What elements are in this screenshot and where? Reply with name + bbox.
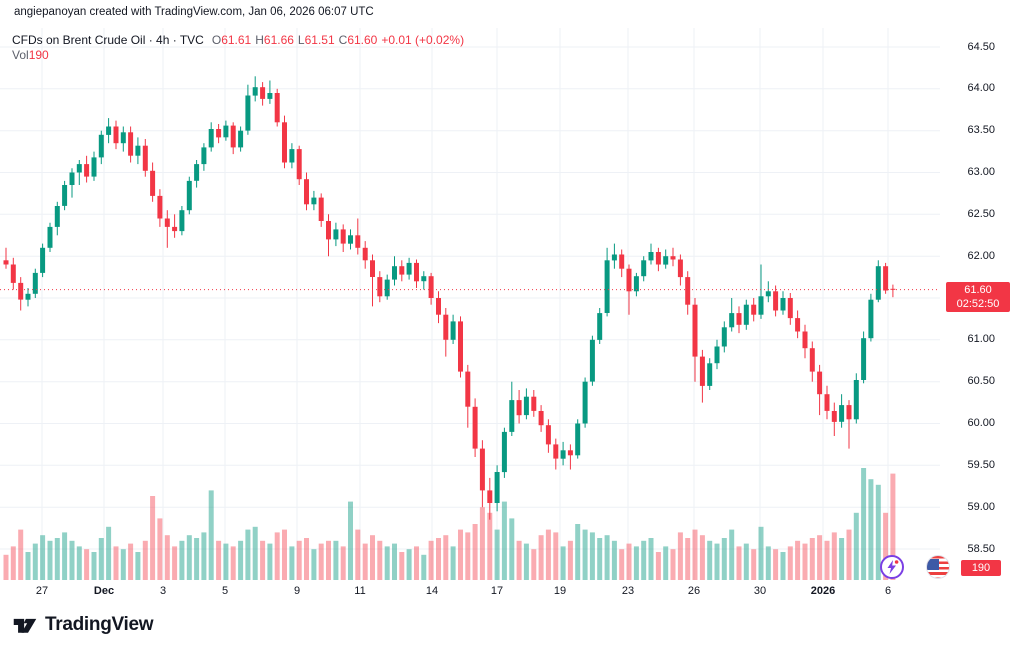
flash-ideas-button[interactable] — [880, 555, 904, 579]
time-tick-label: 30 — [753, 585, 767, 597]
chart-legend: CFDs on Brent Crude Oil · 4h · TVC O61.61… — [12, 33, 468, 63]
high-label: H — [255, 33, 264, 47]
price-tick-label: 58.50 — [967, 542, 995, 555]
price-tick-label: 60.00 — [967, 417, 995, 429]
change-value: +0.01 (+0.02%) — [381, 33, 465, 47]
time-tick-label: 19 — [553, 585, 567, 597]
volume-row: Vol190 — [12, 48, 468, 63]
price-tick-label: 59.50 — [967, 458, 995, 471]
last-price-value: 61.60 — [964, 283, 992, 296]
time-tick-label: 2026 — [810, 585, 836, 597]
time-tick-label: 26 — [687, 585, 701, 597]
us-flag-icon[interactable] — [926, 555, 950, 579]
time-tick-label: 23 — [621, 585, 635, 597]
time-tick-label: 27 — [35, 585, 49, 597]
time-tick-label: 9 — [293, 585, 301, 597]
close-value: 61.60 — [347, 33, 378, 47]
lightning-bolt-icon — [887, 560, 899, 574]
volume-label[interactable]: Vol — [12, 48, 29, 62]
low-label: L — [297, 33, 305, 47]
price-tick-label: 64.00 — [967, 82, 995, 95]
bar-countdown: 02:52:50 — [956, 297, 1000, 310]
price-tick-label: 63.00 — [967, 166, 995, 178]
close-label: C — [338, 33, 348, 47]
price-tick-label: 62.50 — [967, 207, 995, 220]
price-tick-label: 59.00 — [967, 500, 995, 513]
tradingview-logo-text: TradingView — [45, 614, 154, 635]
time-tick-label: 14 — [425, 585, 439, 597]
volume-axis-badge: 190 — [961, 560, 1001, 576]
low-value: 61.51 — [304, 33, 335, 47]
symbol-row: CFDs on Brent Crude Oil · 4h · TVC O61.61… — [12, 33, 468, 48]
attribution-text: angiepanoyan created with TradingView.co… — [14, 6, 374, 18]
time-tick-label: Dec — [93, 585, 115, 597]
time-tick-label: 6 — [884, 585, 892, 597]
price-tick-label: 62.00 — [967, 249, 995, 262]
tradingview-logo-mark — [13, 618, 37, 633]
open-label: O — [211, 33, 222, 47]
time-tick-label: 17 — [490, 585, 504, 597]
price-tick-label: 61.00 — [967, 333, 995, 346]
price-tick-label: 60.50 — [967, 375, 995, 388]
volume-value: 190 — [28, 48, 49, 62]
time-tick-label: 3 — [159, 585, 167, 597]
symbol-title[interactable]: CFDs on Brent Crude Oil · 4h · TVC — [12, 33, 204, 47]
last-price-badge: 61.60 02:52:50 — [946, 281, 1010, 312]
time-tick-label: 5 — [221, 585, 229, 597]
open-value: 61.61 — [221, 33, 252, 47]
price-tick-label: 64.50 — [967, 40, 995, 53]
high-value: 61.66 — [263, 33, 294, 47]
price-tick-label: 63.50 — [967, 124, 995, 137]
time-tick-label: 11 — [354, 585, 366, 597]
tradingview-logo[interactable]: TradingView — [12, 612, 154, 638]
